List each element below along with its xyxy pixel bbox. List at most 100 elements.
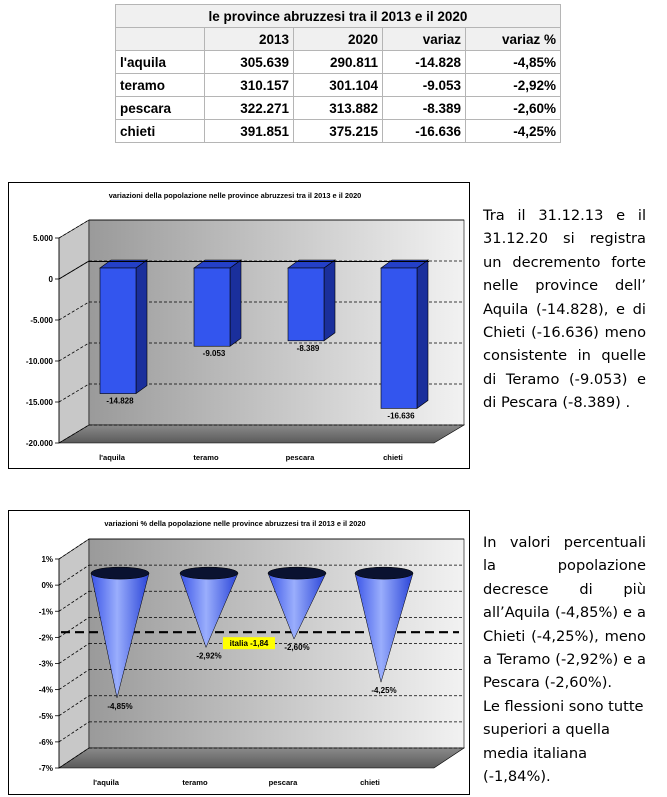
gridline-side [58, 643, 90, 664]
y-tick-label: -7% [39, 764, 53, 773]
table-header-cell: variaz [382, 27, 466, 51]
bar-side [323, 259, 336, 342]
table-cell: 301.104 [293, 73, 383, 97]
table-cell: -4,85% [465, 50, 561, 74]
y-tick-label: -5.000 [30, 316, 53, 325]
y-tick-label: -4% [39, 686, 53, 695]
table-row: teramo 310.157 301.104 -9.053 -2,92% [115, 73, 561, 97]
x-tick-label: chieti [360, 778, 380, 787]
table-row: pescara 322.271 313.882 -8.389 -2,60% [115, 96, 561, 120]
table-cell: 391.851 [204, 119, 294, 143]
bar [287, 267, 325, 342]
commentary-percent-paragraph: In valori percentuali la popolazione dec… [483, 534, 646, 692]
data-label: -4,25% [371, 686, 396, 695]
table-row: l'aquila 305.639 290.811 -14.828 -4,85% [115, 50, 561, 74]
y-tick-label: -2% [39, 633, 53, 642]
population-table: le province abruzzesi tra il 2013 e il 2… [115, 4, 561, 143]
zero-line-side [58, 260, 90, 280]
gridline-side [58, 564, 90, 586]
table-header-cell: 2020 [293, 27, 383, 51]
gridline-side [58, 383, 90, 403]
table-cell: pescara [115, 96, 205, 120]
table-cell: 313.882 [293, 96, 383, 120]
table-header-cell [115, 27, 205, 51]
population-change-chart: 5.000 0 -5.000 -10.000 -15.000 -20.000 variazi… [8, 182, 470, 469]
gridline-side [58, 721, 90, 743]
data-label: -14.828 [106, 397, 134, 406]
gridline-side [58, 669, 90, 690]
bar-top [90, 566, 150, 580]
x-tick-label: teramo [182, 778, 208, 787]
commentary-percent: In valori percentuali la popolazione dec… [483, 531, 646, 788]
gridline-side [58, 424, 90, 444]
y-tick-label: -1% [39, 607, 53, 616]
table-cell: l'aquila [115, 50, 205, 74]
chart-title: variazioni della popolazione nelle provi… [109, 191, 362, 200]
bar [99, 267, 137, 394]
chart-side-wall [58, 538, 90, 769]
commentary-percent-paragraph-2: Le flessioni sono tutte superiori a quel… [483, 697, 644, 786]
table-cell: -2,92% [465, 73, 561, 97]
table-cell: -14.828 [382, 50, 466, 74]
bar-top [354, 566, 414, 580]
table-cell: -4,25% [465, 119, 561, 143]
reference-label: italia -1,84 [230, 639, 269, 648]
x-tick-label: l'aquila [93, 778, 120, 787]
gridline-side [58, 695, 90, 717]
gridline-side [58, 342, 90, 362]
data-label: -2,60% [284, 643, 309, 652]
gridline-side [58, 747, 90, 769]
commentary-absolute-paragraph: Tra il 31.12.13 e il 31.12.20 si registr… [483, 207, 646, 412]
reference-label-bg [223, 637, 275, 650]
gridline-side [58, 219, 90, 239]
y-tick-label: 5.000 [33, 234, 54, 243]
table-cell: -2,60% [465, 96, 561, 120]
bar-side [229, 259, 242, 347]
y-tick-label: -3% [39, 660, 53, 669]
table-header-cell: 2013 [204, 27, 294, 51]
bar-top [267, 566, 327, 580]
table-cell: 310.157 [204, 73, 294, 97]
data-label: -16.636 [387, 411, 415, 420]
y-tick-label: 0% [41, 581, 53, 590]
gridline-side [58, 301, 90, 321]
table-title: le province abruzzesi tra il 2013 e il 2… [115, 4, 561, 28]
table-header-cell: variaz % [465, 27, 561, 51]
data-label: -2,92% [196, 651, 221, 660]
gridline-side [58, 617, 90, 638]
y-tick-label: -5% [39, 712, 53, 721]
table-header-row: 2013 2020 variaz variaz % [115, 27, 561, 51]
table-cell: chieti [115, 119, 205, 143]
table-cell: 305.639 [204, 50, 294, 74]
chart-title: variazioni % della popolazione nelle pro… [104, 519, 365, 528]
y-tick-label: -15.000 [26, 398, 54, 407]
chart-side-wall [58, 219, 90, 444]
x-tick-label: teramo [193, 453, 219, 462]
commentary-absolute: Tra il 31.12.13 e il 31.12.20 si registr… [483, 204, 646, 415]
table-cell: 375.215 [293, 119, 383, 143]
table-cell: -8.389 [382, 96, 466, 120]
y-tick-label: 0 [49, 275, 54, 284]
table-cell: teramo [115, 73, 205, 97]
x-tick-label: pescara [286, 453, 315, 462]
table-cell: 322.271 [204, 96, 294, 120]
table-row: chieti 391.851 375.215 -16.636 -4,25% [115, 119, 561, 143]
y-tick-label: -6% [39, 738, 53, 747]
table-title-row: le province abruzzesi tra il 2013 e il 2… [115, 4, 561, 28]
y-tick-label: -20.000 [26, 439, 54, 448]
x-tick-label: l'aquila [99, 453, 126, 462]
y-tick-label: -10.000 [26, 357, 54, 366]
bar-side [416, 259, 429, 410]
table-cell: -16.636 [382, 119, 466, 143]
table-cell: -9.053 [382, 73, 466, 97]
data-label: -9.053 [203, 349, 226, 358]
bar-side [135, 259, 148, 395]
chart-floor [58, 747, 465, 769]
table-cell: 290.811 [293, 50, 383, 74]
x-tick-label: chieti [383, 453, 403, 462]
x-tick-label: pescara [269, 778, 298, 787]
population-change-percent-chart-svg: 1% 0% -1% -2% -3% -4% -5% -6% -7% variazioni % de… [39, 519, 465, 787]
gridline-side [58, 538, 90, 560]
population-change-percent-chart: 1% 0% -1% -2% -3% -4% -5% -6% -7% variazioni % de… [8, 510, 470, 795]
chart-floor [57, 424, 466, 444]
